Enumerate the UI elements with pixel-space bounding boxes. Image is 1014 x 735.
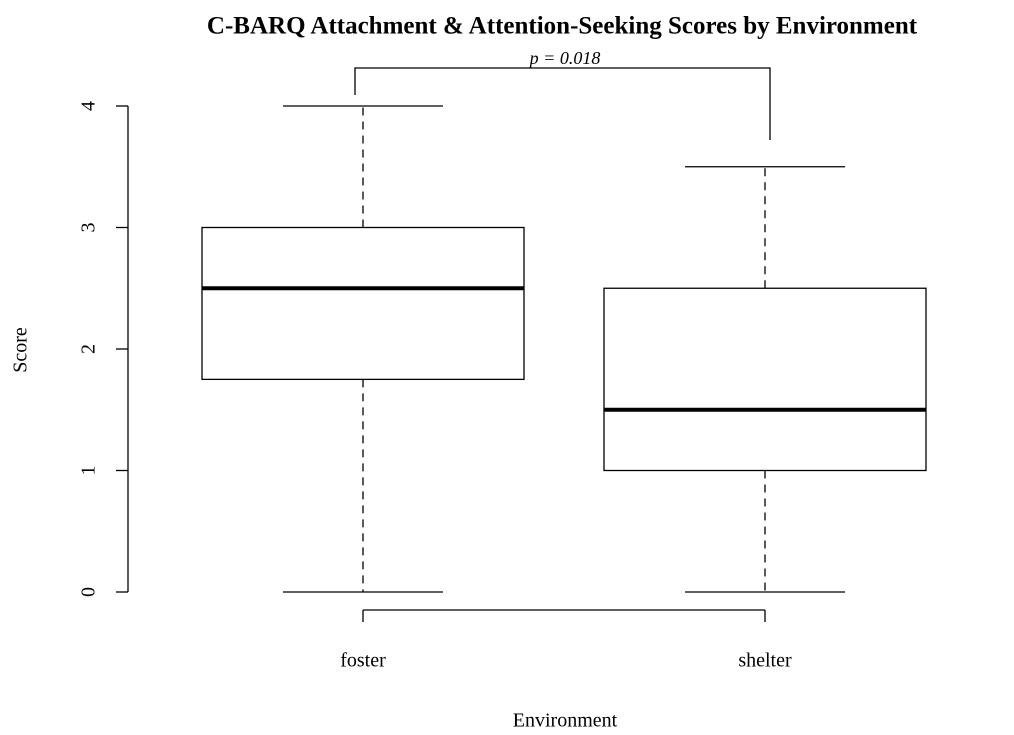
x-tick-label: shelter [738, 650, 792, 672]
y-tick-label: 3 [78, 223, 100, 233]
y-tick-label: 1 [78, 466, 100, 476]
annotation: p = 0.018 [528, 48, 601, 68]
box [603, 287, 927, 472]
x-tick-label: foster [340, 650, 386, 672]
y-axis-label: Score [10, 327, 32, 373]
x-axis-label: Environment [513, 710, 618, 732]
box [201, 226, 525, 381]
significance-bracket [354, 67, 771, 140]
y-tick-label: 2 [78, 344, 100, 354]
y-tick-label: 0 [78, 587, 100, 597]
y-tick-label: 4 [78, 101, 100, 111]
chart-title: C-BARQ Attachment & Attention-Seeking Sc… [207, 13, 918, 40]
